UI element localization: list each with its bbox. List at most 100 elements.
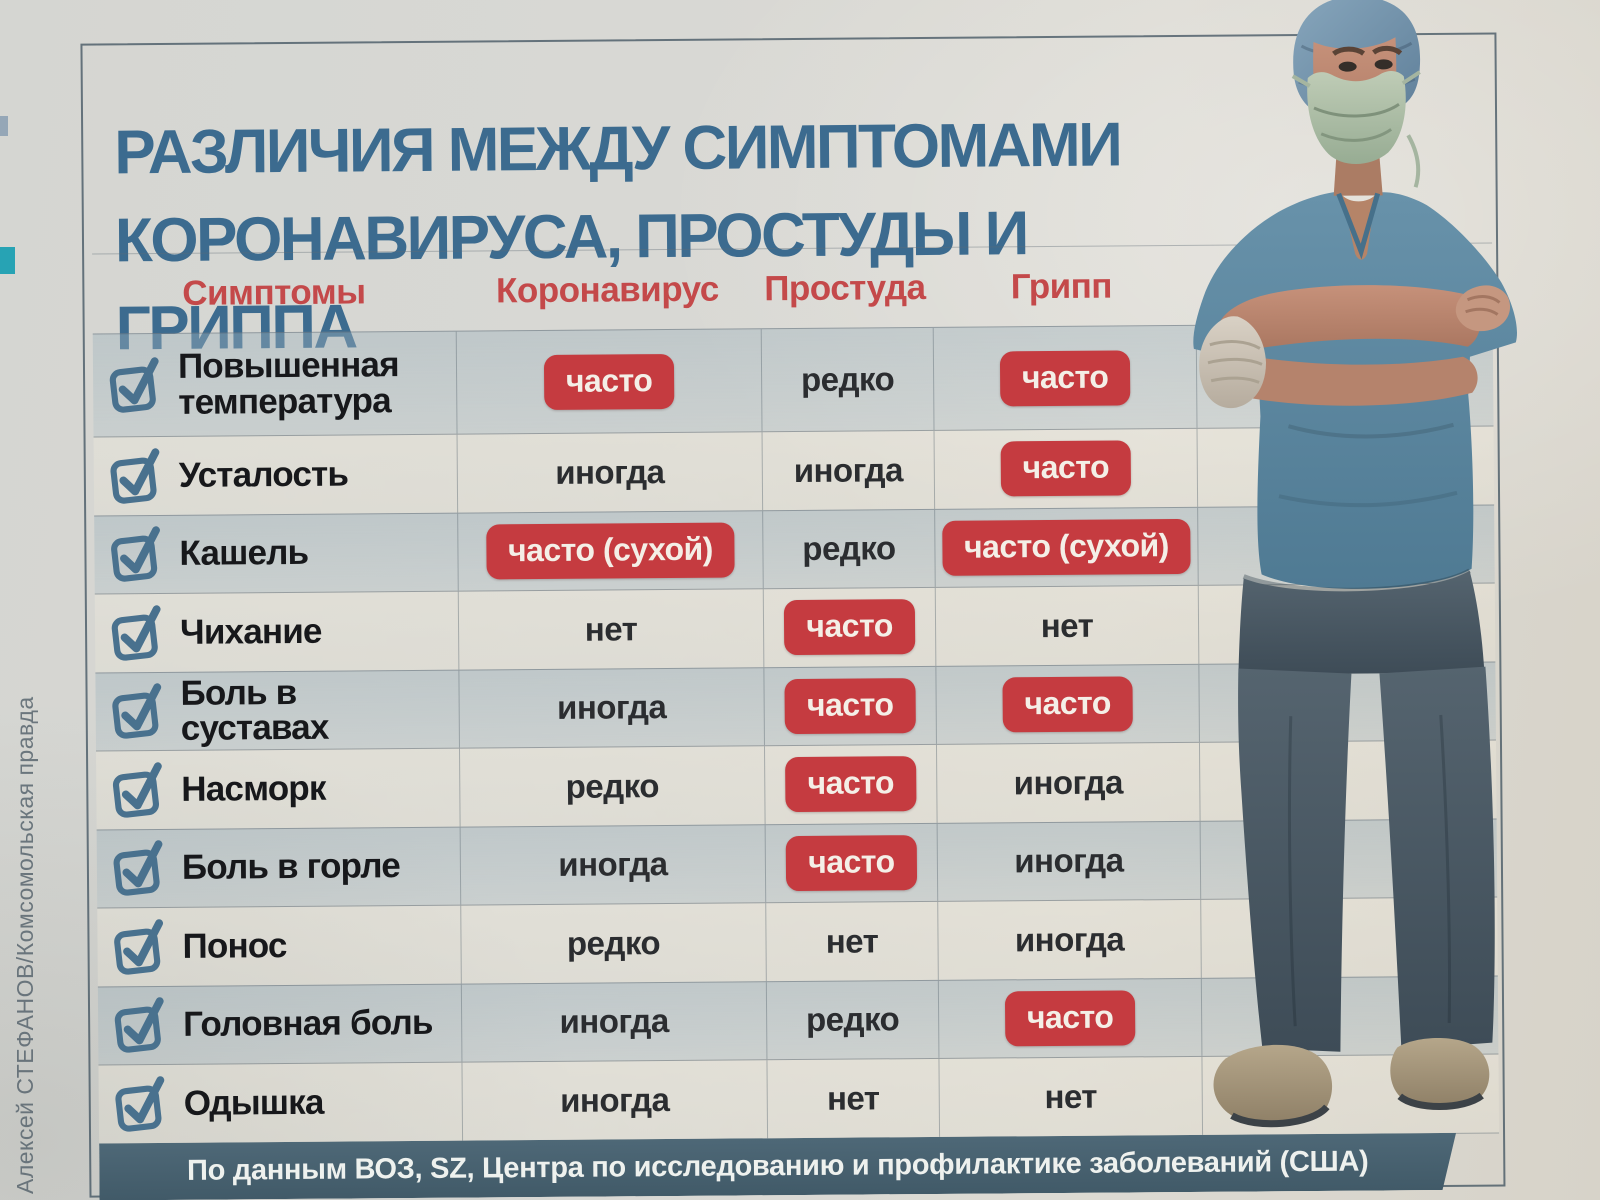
cold-cell: редко	[765, 980, 939, 1060]
header-symptoms: Симптомы	[182, 272, 366, 313]
table-row: Головная боль иногда редко часто	[97, 975, 1499, 1065]
checkbox-cell	[94, 526, 179, 583]
table-row: Повышенная температура часто редко часто	[92, 322, 1494, 437]
shoe-left	[1213, 1044, 1333, 1124]
coronavirus-cell: иногда	[461, 1060, 768, 1141]
checkbox-cell	[97, 918, 182, 976]
cold-cell: часто	[763, 666, 936, 746]
symptom-label: Усталость	[178, 454, 349, 495]
table-rows: Повышенная температура часто редко часто…	[92, 322, 1500, 1145]
pant-leg-left	[1238, 668, 1352, 1052]
pant-leg-right	[1379, 666, 1495, 1050]
frequency-badge: часто	[785, 756, 917, 813]
latex-glove	[1199, 316, 1266, 409]
source-note-bar: По данным ВОЗ, SZ, Центра по исследовани…	[99, 1133, 1456, 1200]
frequency-badge: часто	[785, 834, 917, 891]
coronavirus-cell: иногда	[459, 824, 766, 905]
checked-checkbox-icon	[111, 526, 160, 582]
checkbox-cell	[95, 683, 180, 740]
cold-cell: нет	[765, 901, 938, 981]
frequency-badge: часто	[1000, 440, 1132, 497]
frequency-text: нет	[584, 610, 638, 648]
table-row: Понос редко нет иногда	[97, 896, 1498, 987]
forearm-upper	[1217, 285, 1481, 353]
frequency-text: иногда	[1013, 763, 1124, 802]
checkbox-cell	[95, 605, 180, 662]
frequency-text: редко	[800, 360, 895, 398]
checked-checkbox-icon	[112, 762, 162, 818]
frequency-badge: часто	[999, 349, 1131, 406]
frequency-badge: часто	[784, 677, 916, 734]
checked-checkbox-icon	[111, 605, 161, 661]
cold-cell: иногда	[761, 430, 935, 510]
cold-cell: нет	[766, 1058, 940, 1138]
cold-cell: часто	[762, 587, 936, 667]
coronavirus-cell: редко	[459, 746, 765, 827]
frequency-text: нет	[1044, 1077, 1098, 1115]
checkbox-cell	[93, 357, 178, 414]
frequency-text: редко	[566, 923, 661, 962]
mask-tie	[1291, 70, 1421, 188]
checkbox-cell	[99, 1075, 184, 1133]
eye-left	[1338, 61, 1357, 72]
frequency-text: иногда	[560, 1080, 670, 1119]
neck	[1333, 155, 1383, 196]
cold-cell: часто	[764, 823, 938, 903]
table-row: Насморк редко часто иногда	[96, 739, 1497, 830]
checked-checkbox-icon	[114, 918, 164, 975]
frequency-text: иногда	[1014, 920, 1125, 959]
symptom-label: Повышенная температура	[177, 345, 399, 422]
table-row: Одышка иногда нет нет	[98, 1053, 1500, 1145]
frequency-text: иногда	[793, 450, 904, 489]
eyebrow-right	[1372, 45, 1403, 56]
frequency-badge: часто	[1002, 676, 1134, 733]
title-line-1: РАЗЛИЧИЯ МЕЖДУ СИМПТОМАМИ	[114, 110, 1121, 187]
frequency-text: нет	[826, 1079, 880, 1117]
symptom-label: Чихание	[179, 611, 322, 652]
checked-checkbox-icon	[110, 448, 160, 504]
header-cold: Простуда	[764, 268, 926, 309]
checkbox-cell	[98, 997, 183, 1054]
checked-checkbox-icon	[113, 840, 163, 896]
frequency-text: иногда	[558, 845, 668, 884]
table-row: Усталость иногда иногда часто	[93, 425, 1495, 516]
frequency-text: иногда	[1014, 841, 1124, 880]
nurse-photo	[1193, 0, 1517, 1128]
coronavirus-cell: иногда	[458, 667, 764, 748]
header-coronavirus: Коронавирус	[495, 269, 719, 311]
checkbox-cell	[97, 840, 182, 897]
cold-cell: часто	[763, 744, 937, 824]
frequency-text: редко	[802, 529, 896, 568]
frequency-badge: часто	[784, 599, 916, 656]
symptom-label: Боль в горле	[181, 846, 401, 888]
coronavirus-cell: иногда	[460, 981, 767, 1062]
eyebrow-left	[1332, 46, 1366, 56]
symptom-label: Понос	[182, 925, 287, 966]
scrub-pants-hips	[1238, 570, 1485, 675]
checked-checkbox-icon	[112, 683, 162, 739]
cold-cell: редко	[762, 509, 935, 589]
coronavirus-cell: иногда	[456, 432, 763, 513]
eye-right	[1374, 59, 1393, 70]
coronavirus-cell: редко	[460, 903, 766, 984]
table-row: Кашель часто (сухой) редко часто (сухой)	[94, 504, 1495, 594]
frequency-text: иногда	[559, 1002, 669, 1041]
symptom-label: Одышка	[183, 1082, 324, 1123]
frequency-text: иногда	[555, 452, 665, 491]
v-neck	[1341, 194, 1376, 260]
symptom-label: Боль в суставах	[180, 672, 329, 749]
frequency-text: редко	[805, 1000, 900, 1039]
coronavirus-cell: часто (сухой)	[457, 510, 763, 591]
page-edge-mark	[0, 247, 15, 274]
coronavirus-cell: нет	[457, 589, 764, 670]
checked-checkbox-icon	[114, 997, 164, 1053]
surgical-mask	[1307, 70, 1406, 164]
page-edge-fragment	[0, 116, 8, 136]
symptom-label: Кашель	[179, 533, 309, 574]
checked-checkbox-icon	[109, 357, 159, 413]
checked-checkbox-icon	[115, 1075, 165, 1132]
symptom-label: Насморк	[181, 768, 326, 809]
frequency-text: иногда	[556, 688, 667, 727]
frequency-text: редко	[565, 766, 660, 805]
